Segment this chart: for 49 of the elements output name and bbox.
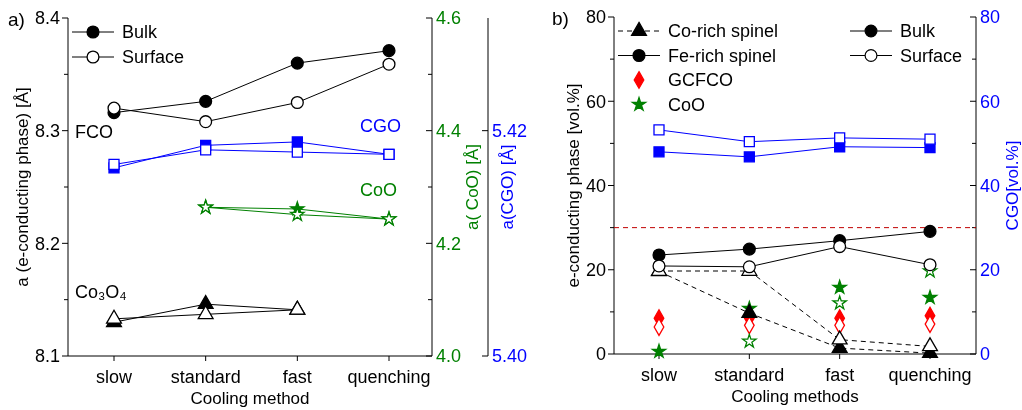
y2-tick-label: 40 — [980, 175, 1001, 196]
x-tick-label: slow — [95, 367, 133, 387]
annotation: CoO — [360, 180, 398, 200]
annotation: Co₃O₄ — [75, 282, 127, 302]
y2-tick-label: 0 — [980, 344, 991, 365]
x-axis-title: Cooling method — [190, 389, 310, 408]
y2-tick-label: 60 — [980, 91, 1001, 112]
legend-label: Bulk — [122, 22, 159, 43]
y3-tick-label: 5.42 — [492, 120, 528, 141]
y2-axis-title: a( CoO) [Å] — [462, 144, 482, 230]
y2-tick-label: 4.0 — [436, 346, 462, 367]
y-tick-label: 60 — [585, 91, 606, 112]
chart-title: b) — [552, 8, 569, 29]
legend-label: Fe-rich spinel — [668, 45, 777, 66]
y-tick-label: 8.4 — [34, 8, 60, 29]
y-tick-label: 8.2 — [34, 233, 60, 254]
annotation: Surface — [900, 45, 963, 66]
x-tick-label: quenching — [347, 367, 431, 387]
legend-label: GCFCO — [668, 70, 733, 91]
y2-tick-label: 4.2 — [436, 233, 462, 254]
y-tick-label: 8.3 — [34, 120, 60, 141]
y-tick-label: 80 — [585, 7, 606, 28]
x-axis-title: Cooling methods — [731, 387, 859, 406]
y2-tick-label: 20 — [980, 260, 1001, 281]
y2-axis-title: CGO[vol.%] — [1002, 140, 1022, 231]
y2-tick-label: 80 — [980, 7, 1001, 28]
x-tick-label: fast — [282, 367, 312, 387]
y2-tick-label: 4.4 — [436, 120, 462, 141]
x-tick-label: slow — [640, 365, 678, 385]
y-tick-label: 20 — [585, 260, 606, 281]
chart-title: a) — [8, 9, 25, 30]
x-tick-label: fast — [825, 365, 855, 385]
x-tick-label: standard — [170, 367, 241, 387]
x-tick-label: quenching — [888, 365, 972, 385]
y3-axis-title: a(CGO) [Å] — [497, 144, 517, 230]
y-axis-title: a (e-conducting phase) [Å] — [12, 87, 32, 287]
legend-label: CoO — [668, 94, 706, 115]
y-tick-label: 8.1 — [34, 346, 60, 367]
y2-tick-label: 4.6 — [436, 8, 462, 29]
annotation: Bulk — [900, 21, 937, 42]
legend-label: Co-rich spinel — [668, 21, 779, 42]
y-tick-label: 40 — [585, 175, 606, 196]
y-tick-label: 0 — [595, 344, 606, 365]
y3-tick-label: 5.40 — [492, 346, 528, 367]
annotation: FCO — [75, 122, 113, 142]
annotation: CGO — [360, 116, 402, 136]
y-axis-title: e-conducting phase [vol.%] — [563, 83, 583, 288]
legend-label: Surface — [122, 47, 185, 68]
x-tick-label: standard — [714, 365, 785, 385]
